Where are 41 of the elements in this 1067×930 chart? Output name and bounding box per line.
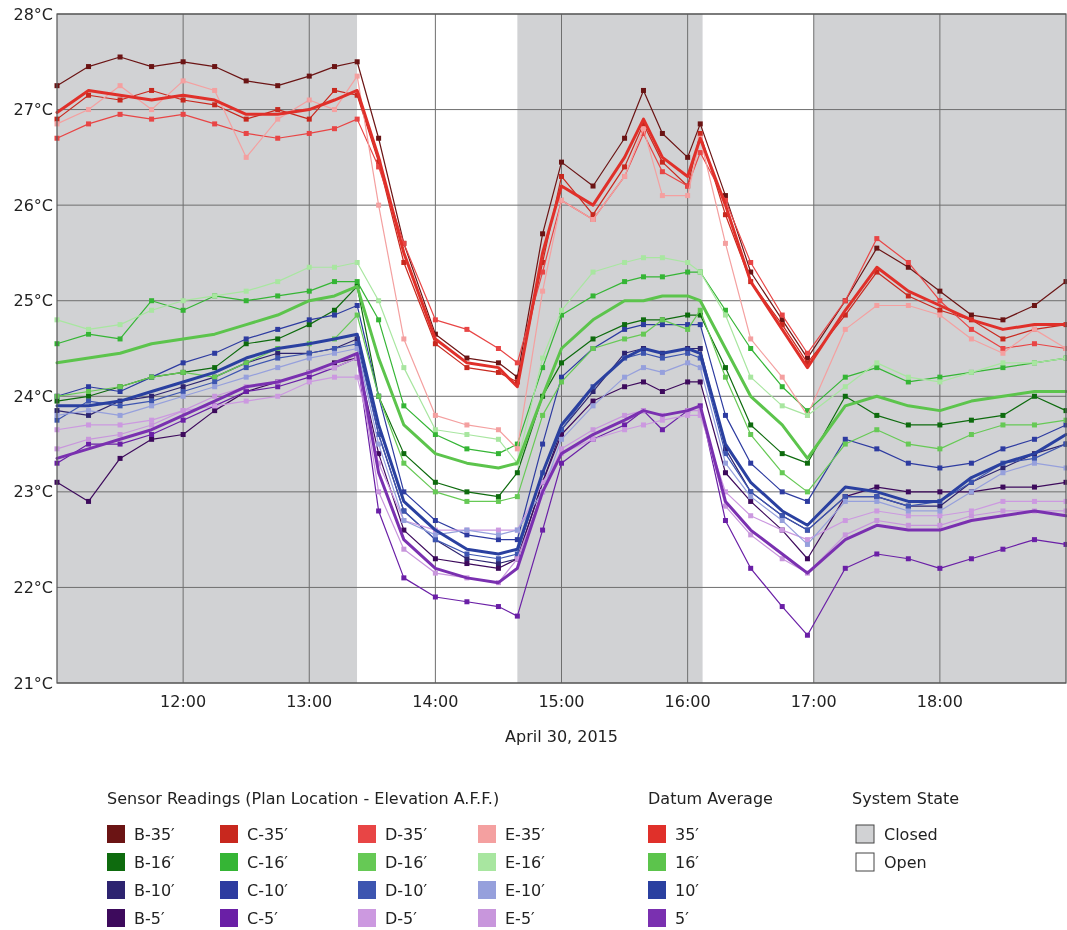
y-tick-label: 25°C	[13, 291, 53, 311]
legend-label: 16′	[675, 852, 700, 872]
legend-label: E-16′	[505, 852, 546, 872]
legend-label: 10′	[675, 880, 700, 900]
legend-title: Sensor Readings (Plan Location - Elevation A.F.F.)	[107, 789, 500, 808]
y-tick-label: 24°C	[13, 386, 53, 406]
legend-label: B-35′	[134, 824, 176, 844]
y-tick-label: 26°C	[13, 195, 53, 215]
text: Datum Average	[648, 789, 773, 808]
x-tick-label: 15:00	[538, 692, 585, 711]
x-tick-label: 14:00	[412, 692, 459, 711]
text: System State	[852, 789, 960, 808]
legend-label: C-16′	[247, 852, 289, 872]
x-axis-title: April 30, 2015	[505, 727, 618, 746]
y-tick-label: 23°C	[13, 482, 53, 502]
y-tick-label: 27°C	[13, 100, 53, 120]
legend-label: C-35′	[247, 824, 289, 844]
legend-label: Closed	[884, 824, 938, 844]
x-tick-label: 18:00	[916, 692, 963, 711]
x-tick-label: 13:00	[286, 692, 333, 711]
legend-label: B-16′	[134, 852, 176, 872]
y-tick-label: 21°C	[13, 673, 53, 693]
legend-label: B-5′	[134, 908, 165, 928]
legend-label: Open	[884, 852, 927, 872]
legend-label: C-5′	[247, 908, 279, 928]
legend-label: 35′	[675, 824, 700, 844]
legend-label: D-5′	[385, 908, 418, 928]
y-tick-label: 28°C	[13, 4, 53, 24]
legend-label: B-10′	[134, 880, 176, 900]
legend-label: D-16′	[385, 852, 428, 872]
y-tick-label: 22°C	[13, 578, 53, 598]
x-tick-label: 12:00	[160, 692, 207, 711]
legend-label: D-10′	[385, 880, 428, 900]
legend-label: E-5′	[505, 908, 536, 928]
legend-label: D-35′	[385, 824, 428, 844]
legend-label: 5′	[675, 908, 690, 928]
legend-label: C-10′	[247, 880, 289, 900]
x-tick-label: 17:00	[790, 692, 837, 711]
x-tick-label: 16:00	[664, 692, 711, 711]
legend-label: E-35′	[505, 824, 546, 844]
legend-label: E-10′	[505, 880, 546, 900]
